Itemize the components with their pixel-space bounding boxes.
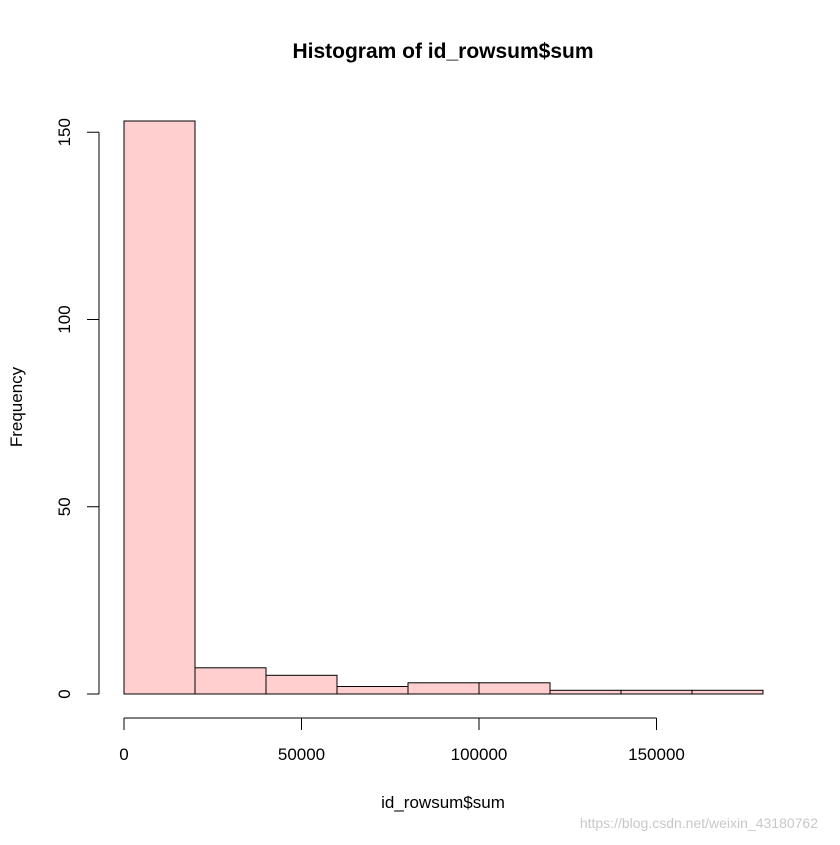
bars-group — [123, 120, 764, 695]
histogram-bar-1 — [194, 667, 267, 695]
histogram-bar-6 — [549, 689, 622, 695]
y-axis-label: Frequency — [7, 366, 26, 447]
y-axis: 0 50 100 150 — [55, 118, 100, 699]
watermark-text: https://blog.csdn.net/weixin_43180762 — [580, 815, 818, 831]
histogram-bar-7 — [620, 689, 693, 695]
x-tick-label-1: 50000 — [278, 745, 325, 764]
y-tick-label-1: 50 — [55, 497, 74, 516]
x-tick-label-2: 100000 — [451, 745, 508, 764]
y-tick-label-3: 150 — [55, 118, 74, 146]
x-axis: 0 50000 100000 150000 — [119, 717, 685, 764]
x-tick-label-3: 150000 — [628, 745, 685, 764]
histogram-bar-8 — [691, 689, 764, 695]
histogram-bar-2 — [265, 674, 338, 695]
histogram-bar-3 — [336, 686, 409, 695]
chart-title: Histogram of id_rowsum$sum — [292, 40, 593, 63]
histogram-bar-4 — [407, 682, 480, 695]
histogram-bar-5 — [478, 682, 551, 695]
x-axis-label: id_rowsum$sum — [381, 793, 505, 812]
x-tick-label-0: 0 — [119, 745, 128, 764]
y-tick-label-0: 0 — [55, 689, 74, 698]
y-tick-label-2: 100 — [55, 305, 74, 333]
histogram-bar-0 — [123, 120, 196, 695]
